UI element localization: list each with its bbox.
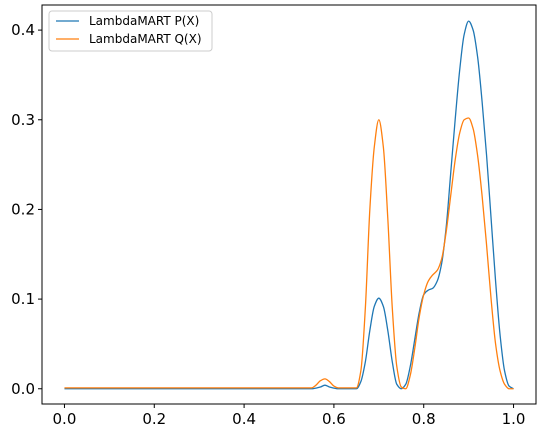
x-tick-label: 0.6: [322, 410, 346, 428]
x-tick-label: 0.2: [142, 410, 166, 428]
legend-box: [48, 10, 213, 52]
y-tick-label: 0.3: [11, 111, 35, 129]
x-tick-label: 1.0: [502, 410, 526, 428]
y-tick-label: 0.4: [11, 21, 35, 39]
x-tick-label: 0.4: [232, 410, 256, 428]
x-axis: 0.0 0.2 0.4 0.6 0.8 1.0: [53, 404, 526, 428]
series-layer: [64, 20, 514, 390]
legend-label-p: LambdaMART P(X): [89, 14, 199, 28]
y-axis: 0.0 0.1 0.2 0.3 0.4: [11, 21, 42, 398]
y-tick-label: 0.0: [11, 380, 35, 398]
y-tick-label: 0.1: [11, 290, 35, 308]
y-tick-label: 0.2: [11, 200, 35, 218]
legend: LambdaMART P(X) LambdaMART Q(X): [48, 10, 213, 52]
series-line-0: [64, 20, 514, 390]
legend-label-q: LambdaMART Q(X): [89, 32, 202, 46]
plot-frame: [41, 4, 537, 405]
series-line-1: [64, 117, 514, 390]
x-tick-label: 0.8: [412, 410, 436, 428]
x-tick-label: 0.0: [53, 410, 77, 428]
